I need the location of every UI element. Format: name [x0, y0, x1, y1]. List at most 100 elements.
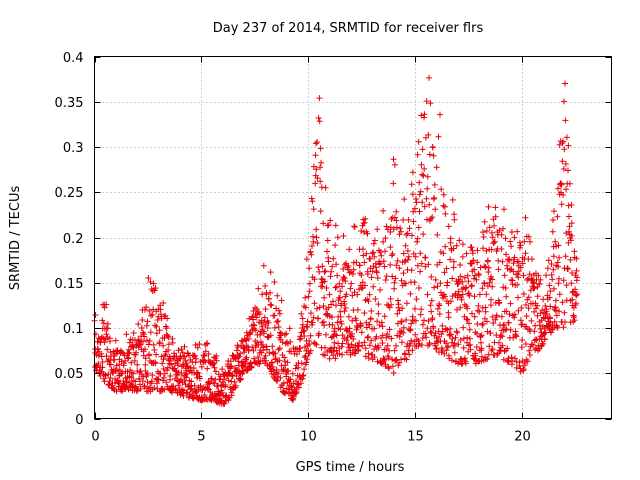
data-point: [324, 237, 331, 244]
data-point: [204, 340, 211, 347]
data-point: [459, 253, 466, 260]
data-point: [565, 202, 572, 209]
data-point: [553, 312, 560, 319]
data-point: [164, 364, 171, 371]
data-point: [190, 394, 197, 401]
data-point: [321, 278, 328, 285]
data-point: [571, 248, 578, 255]
data-point: [401, 258, 408, 265]
data-point: [455, 288, 462, 295]
data-point: [434, 305, 441, 312]
data-point: [332, 355, 339, 362]
data-point: [493, 312, 500, 319]
data-point: [368, 337, 375, 344]
data-point: [457, 304, 464, 311]
data-point: [531, 284, 538, 291]
data-point: [276, 345, 283, 352]
data-point: [327, 217, 334, 224]
data-point: [368, 308, 375, 314]
data-point: [379, 340, 386, 346]
data-point: [303, 256, 310, 263]
data-point: [525, 294, 532, 301]
data-point: [160, 300, 167, 306]
data-point: [423, 195, 430, 202]
data-point: [370, 283, 377, 290]
data-point: [341, 308, 348, 315]
data-point: [342, 278, 349, 285]
data-point: [424, 325, 431, 332]
data-point: [382, 277, 389, 283]
data-point: [489, 234, 496, 241]
data-point: [380, 207, 387, 214]
data-point: [395, 297, 401, 304]
data-point: [219, 389, 226, 396]
data-point: [423, 334, 430, 341]
data-point: [329, 263, 336, 270]
data-point: [321, 268, 328, 275]
data-point: [396, 333, 403, 340]
data-point: [237, 350, 244, 357]
data-point: [260, 328, 267, 335]
data-point: [563, 134, 570, 141]
data-point: [105, 371, 112, 378]
data-point: [434, 283, 441, 290]
data-point: [415, 337, 422, 344]
data-point: [232, 382, 239, 389]
data-point: [272, 355, 279, 362]
data-point: [491, 222, 498, 229]
data-point: [443, 347, 450, 354]
data-point: [388, 301, 395, 308]
data-point: [507, 327, 514, 333]
data-point: [316, 118, 323, 125]
data-point: [482, 264, 489, 270]
data-point: [529, 342, 536, 348]
data-point: [173, 387, 179, 394]
data-point: [104, 334, 111, 340]
data-point: [417, 188, 424, 195]
data-point: [441, 350, 448, 357]
data-point: [416, 191, 423, 198]
data-point: [433, 164, 440, 171]
data-point: [565, 142, 572, 149]
data-point: [478, 345, 485, 352]
data-point: [422, 254, 429, 261]
data-point: [431, 194, 438, 201]
data-point: [479, 285, 486, 292]
data-point: [183, 374, 190, 381]
data-point: [343, 291, 350, 298]
data-point: [556, 291, 563, 298]
data-point: [233, 347, 240, 354]
data-point: [209, 360, 216, 367]
data-point: [196, 375, 203, 382]
data-point: [402, 242, 409, 249]
data-point: [257, 332, 263, 338]
data-point: [471, 313, 478, 320]
data-point: [526, 347, 533, 354]
data-point: [175, 382, 182, 389]
data-point: [495, 300, 502, 307]
data-point: [521, 238, 528, 245]
data-point: [497, 332, 504, 339]
x-tick-label: 5: [197, 430, 205, 445]
data-point: [349, 331, 355, 337]
data-point: [160, 366, 167, 372]
data-point: [387, 261, 394, 268]
data-point: [313, 166, 320, 173]
data-point: [285, 368, 292, 374]
data-point: [134, 361, 141, 368]
data-point: [135, 321, 142, 328]
data-point: [447, 256, 454, 263]
data-point: [383, 223, 390, 230]
data-point: [333, 302, 339, 309]
data-point: [520, 272, 527, 279]
data-point: [466, 292, 473, 299]
data-point: [541, 336, 548, 343]
data-point: [208, 375, 215, 382]
data-point: [371, 237, 378, 244]
data-point: [320, 303, 327, 309]
data-point: [431, 181, 438, 188]
data-point: [250, 347, 257, 354]
data-point: [101, 339, 108, 346]
data-point: [496, 339, 502, 346]
data-point: [415, 224, 422, 231]
